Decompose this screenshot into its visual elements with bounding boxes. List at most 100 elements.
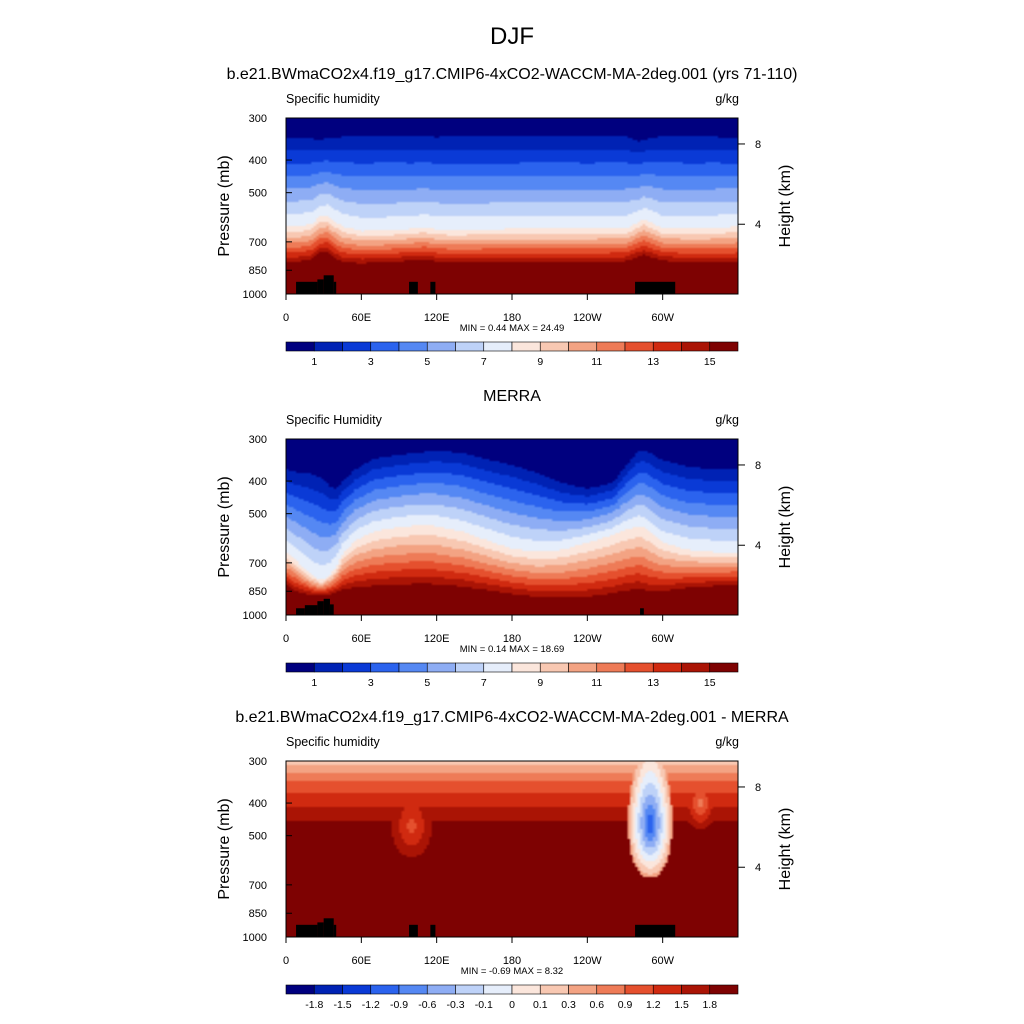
y-tick-label: 300	[249, 113, 267, 125]
panel-merra: MERRA Specific Humidity g/kg Pressure (m…	[216, 388, 794, 689]
colorbar-box	[624, 341, 654, 352]
colorbar-label: -1.8	[305, 999, 323, 1011]
y-tick-label: 700	[249, 237, 267, 249]
y-tick-label: 300	[249, 756, 267, 768]
colorbar-box	[455, 984, 485, 995]
colorbar-box	[313, 662, 343, 673]
y2-tick-label: 4	[755, 862, 761, 874]
colorbar-label: 7	[481, 677, 487, 689]
colorbar-box	[596, 984, 626, 995]
y2-axis-title: Height (km)	[777, 165, 794, 248]
colorbar-label: 15	[704, 677, 716, 689]
y-tick-label: 300	[249, 434, 267, 446]
colorbar-box	[313, 984, 343, 995]
units-label: g/kg	[715, 92, 739, 106]
x-tick-label: 0	[283, 955, 289, 967]
colorbar-box	[511, 662, 541, 673]
colorbar-box	[511, 341, 541, 352]
x-tick-label: 60E	[352, 312, 372, 324]
contour-field	[286, 118, 738, 294]
y2-tick-label: 4	[755, 219, 761, 231]
colorbar-box	[398, 662, 428, 673]
y2-tick-label: 4	[755, 540, 761, 552]
colorbar-box	[568, 984, 598, 995]
colorbar-box	[539, 984, 569, 995]
panel-header: b.e21.BWmaCO2x4.f19_g17.CMIP6-4xCO2-WACC…	[227, 66, 798, 83]
colorbar-label: -0.6	[418, 999, 436, 1011]
terrain-mask	[333, 924, 337, 937]
x-tick-label: 60E	[352, 955, 372, 967]
colorbar-label: 1.2	[646, 999, 661, 1011]
colorbar-label: -0.1	[475, 999, 493, 1011]
colorbar-box	[596, 662, 626, 673]
min-max-stats: MIN = 0.44 MAX = 24.49	[460, 323, 565, 334]
colorbar-box	[398, 984, 428, 995]
colorbar-label: 0	[509, 999, 515, 1011]
y-tick-label: 1000	[243, 610, 267, 622]
x-tick-label: 0	[283, 312, 289, 324]
colorbar-label: 0.1	[533, 999, 548, 1011]
terrain-mask	[317, 601, 324, 615]
colorbar-box	[342, 984, 372, 995]
colorbar-label: -0.3	[446, 999, 464, 1011]
colorbar-box	[370, 662, 400, 673]
colorbar-box	[681, 662, 711, 673]
figure-title: DJF	[490, 23, 534, 50]
y-tick-label: 850	[249, 586, 267, 598]
x-tick-label: 60W	[651, 633, 674, 645]
x-tick-label: 120E	[424, 633, 450, 645]
colorbar-box	[652, 662, 682, 673]
colorbar-label: 9	[537, 356, 543, 368]
terrain-mask	[635, 281, 676, 294]
x-tick-label: 180	[503, 312, 521, 324]
min-max-stats: MIN = -0.69 MAX = 8.32	[461, 966, 563, 977]
colorbar-box	[681, 984, 711, 995]
y2-tick-label: 8	[755, 460, 761, 472]
colorbar-box	[568, 662, 598, 673]
colorbar-box	[624, 662, 654, 673]
terrain-mask	[409, 924, 418, 937]
terrain-mask	[323, 918, 334, 937]
colorbar-box	[342, 341, 372, 352]
y-tick-label: 1000	[243, 932, 267, 944]
colorbar-box	[455, 341, 485, 352]
y-tick-label: 500	[249, 831, 267, 843]
colorbar-box	[652, 341, 682, 352]
terrain-mask	[317, 922, 324, 937]
terrain-mask	[296, 281, 318, 294]
terrain-mask	[635, 924, 676, 937]
colorbar-box	[398, 341, 428, 352]
colorbar-box	[596, 341, 626, 352]
y2-axis-title: Height (km)	[777, 486, 794, 569]
colorbar-box	[313, 341, 343, 352]
contour-field	[286, 761, 738, 937]
y2-tick-label: 8	[755, 782, 761, 794]
colorbar-box	[709, 984, 739, 995]
colorbar-box	[285, 984, 315, 995]
units-label: g/kg	[715, 413, 739, 427]
terrain-mask	[304, 605, 318, 615]
colorbar-label: 11	[591, 677, 602, 689]
colorbar-label: 5	[424, 677, 430, 689]
colorbar-label: 3	[368, 677, 374, 689]
y-tick-label: 400	[249, 798, 267, 810]
y-tick-label: 500	[249, 188, 267, 200]
colorbar-box	[285, 662, 315, 673]
panel-difference: b.e21.BWmaCO2x4.f19_g17.CMIP6-4xCO2-WACC…	[216, 709, 794, 1011]
y-tick-label: 850	[249, 908, 267, 920]
x-tick-label: 180	[503, 955, 521, 967]
y2-tick-label: 8	[755, 139, 761, 151]
terrain-mask	[640, 608, 644, 615]
colorbar-label: 0.9	[618, 999, 633, 1011]
colorbar-box	[370, 984, 400, 995]
variable-label: Specific humidity	[286, 735, 381, 749]
colorbar-box	[539, 662, 569, 673]
colorbar-box	[285, 341, 315, 352]
colorbar-box	[426, 984, 456, 995]
y2-axis-title: Height (km)	[777, 808, 794, 891]
x-tick-label: 120W	[573, 312, 602, 324]
colorbar-label: 1.5	[674, 999, 689, 1011]
colorbar-box	[652, 984, 682, 995]
y-tick-label: 1000	[243, 289, 267, 301]
colorbar-box	[709, 662, 739, 673]
